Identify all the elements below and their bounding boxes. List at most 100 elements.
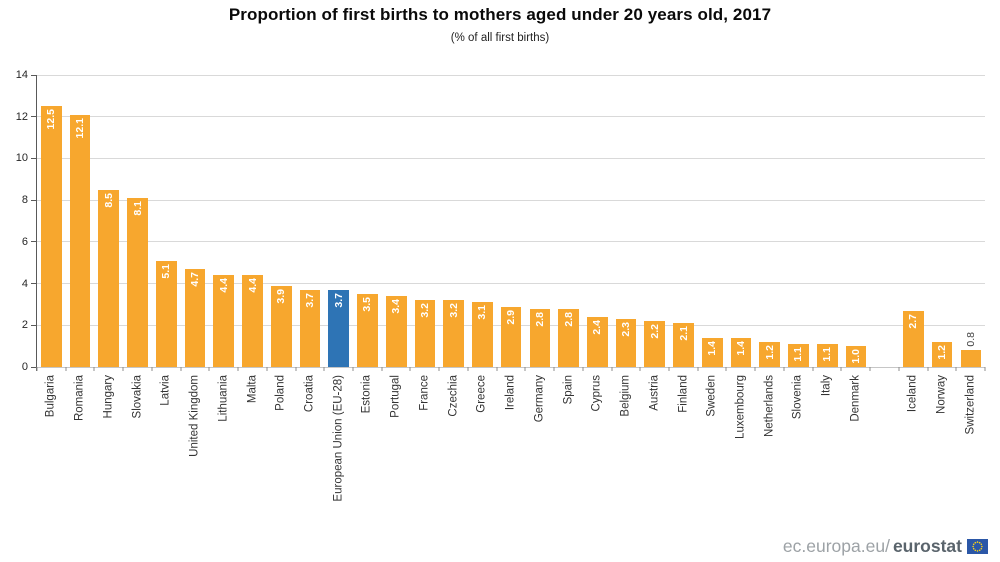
eurostat-logo-link[interactable]: ec.europa.eu/eurostat bbox=[783, 536, 988, 556]
slot-belgium: 2.3 Belgium bbox=[612, 75, 641, 417]
slot-iceland: 2.7 Iceland bbox=[899, 75, 928, 412]
bar-latvia: 5.1 bbox=[155, 260, 177, 367]
x-boundary-tick bbox=[553, 367, 555, 371]
y-tick-label-12: 12 bbox=[15, 110, 28, 123]
bar-sweden: 1.4 bbox=[701, 337, 723, 367]
category-label-bulgaria: Bulgaria bbox=[44, 375, 57, 418]
y-tick-10 bbox=[31, 157, 36, 159]
chart-title: Proportion of first births to mothers ag… bbox=[228, 5, 772, 24]
x-boundary-tick bbox=[93, 367, 95, 371]
y-tick-2 bbox=[31, 324, 36, 326]
bar-luxembourg: 1.4 bbox=[730, 337, 752, 367]
bar-iceland: 2.7 bbox=[903, 310, 924, 367]
x-axis-ticks bbox=[36, 75, 986, 371]
logo-url-prefix: ec.europa.eu/ bbox=[782, 536, 890, 556]
category-label-norway: Norway bbox=[935, 375, 948, 414]
category-label-netherlands: Netherlands bbox=[762, 375, 775, 438]
x-boundary-tick bbox=[984, 367, 986, 371]
category-label-malta: Malta bbox=[245, 375, 258, 404]
bar-ireland: 2.9 bbox=[500, 306, 522, 367]
x-boundary-tick bbox=[323, 367, 325, 371]
x-boundary-tick bbox=[840, 367, 842, 371]
slot-france: 3.2 France bbox=[411, 75, 440, 411]
gridline-14 bbox=[37, 74, 985, 76]
bar-italy: 1.1 bbox=[816, 344, 838, 367]
x-boundary-tick bbox=[783, 367, 785, 371]
category-label-spain: Spain bbox=[561, 375, 574, 405]
x-boundary-tick bbox=[438, 367, 440, 371]
x-boundary-tick bbox=[668, 367, 670, 371]
category-label-switzerland: Switzerland bbox=[964, 375, 977, 435]
bar-croatia: 3.7 bbox=[299, 289, 321, 367]
category-label-cyprus: Cyprus bbox=[590, 375, 603, 412]
category-label-united-kingdom: United Kingdom bbox=[188, 375, 201, 457]
x-boundary-tick bbox=[754, 367, 756, 371]
x-boundary-tick bbox=[295, 367, 297, 371]
y-tick-label-14: 14 bbox=[15, 69, 28, 81]
slot-malta: 4.4 Malta bbox=[238, 75, 267, 403]
slot-slovenia: 1.1 Slovenia bbox=[784, 75, 813, 419]
category-label-luxembourg: Luxembourg bbox=[734, 375, 747, 439]
category-label-finland: Finland bbox=[676, 375, 689, 413]
slot-germany: 2.8 Germany bbox=[525, 75, 554, 422]
category-label-romania: Romania bbox=[73, 375, 86, 422]
plot-area: 0 2 4 6 8 10 12 14 12.5 Bulgaria 12.1 Romania 8.5 Hu… bbox=[16, 69, 986, 502]
bar-malta: 4.4 bbox=[242, 275, 263, 367]
x-boundary-tick bbox=[496, 367, 498, 371]
slot-norway: 1.2 Norway bbox=[928, 75, 957, 414]
x-boundary-tick bbox=[524, 367, 526, 371]
x-boundary-tick bbox=[611, 367, 613, 371]
category-label-lithuania: Lithuania bbox=[217, 375, 230, 422]
x-boundary-tick bbox=[467, 367, 469, 371]
x-boundary-tick bbox=[898, 367, 900, 371]
slot-netherlands: 1.2 Netherlands bbox=[755, 75, 784, 437]
category-label-slovakia: Slovakia bbox=[130, 375, 143, 419]
slot-denmark: 1.0 Denmark bbox=[842, 75, 871, 422]
y-tick-label-6: 6 bbox=[21, 235, 28, 248]
slot-poland: 3.9 Poland bbox=[267, 75, 296, 411]
x-boundary-tick bbox=[180, 367, 182, 371]
slot-bulgaria: 12.5 Bulgaria bbox=[37, 75, 66, 417]
x-boundary-tick bbox=[65, 367, 67, 371]
slot-finland: 2.1 Finland bbox=[669, 75, 698, 413]
slot-romania: 12.1 Romania bbox=[66, 75, 95, 421]
bar-belgium: 2.3 bbox=[615, 319, 637, 367]
category-label-poland: Poland bbox=[274, 375, 287, 411]
x-boundary-tick bbox=[927, 367, 929, 371]
bar-estonia: 3.5 bbox=[357, 294, 378, 367]
slot-lithuania: 4.4 Lithuania bbox=[209, 75, 238, 422]
slot-latvia: 5.1 Latvia bbox=[152, 75, 181, 406]
x-boundary-tick bbox=[122, 367, 124, 371]
bar-poland: 3.9 bbox=[270, 285, 292, 367]
x-boundary-tick bbox=[266, 367, 268, 371]
slot-luxembourg: 1.4 Luxembourg bbox=[727, 75, 756, 439]
bar-norway: 1.2 bbox=[931, 341, 953, 367]
bar-united-kingdom: 4.7 bbox=[184, 268, 206, 367]
x-boundary-tick bbox=[151, 367, 153, 371]
y-tick-label-0: 0 bbox=[21, 361, 28, 373]
category-label-slovenia: Slovenia bbox=[791, 375, 804, 420]
eu-flag-icon bbox=[967, 538, 988, 554]
slot-portugal: 3.4 Portugal bbox=[382, 75, 411, 418]
slot-united-kingdom: 4.7 United Kingdom bbox=[181, 75, 210, 457]
bar-slovenia: 1.1 bbox=[788, 344, 809, 367]
x-boundary-tick bbox=[955, 367, 957, 371]
x-boundary-tick bbox=[36, 367, 38, 371]
gridline-8 bbox=[37, 199, 985, 201]
category-label-iceland: Iceland bbox=[906, 375, 919, 413]
category-label-ireland: Ireland bbox=[504, 375, 517, 411]
x-boundary-tick bbox=[352, 367, 354, 371]
gridline-4 bbox=[37, 283, 985, 285]
x-boundary-tick bbox=[639, 367, 641, 371]
bar-denmark: 1.0 bbox=[845, 346, 867, 367]
x-boundary-tick bbox=[582, 367, 584, 371]
category-label-austria: Austria bbox=[648, 375, 661, 411]
x-boundary-tick bbox=[725, 367, 727, 371]
x-axis-line bbox=[37, 367, 985, 368]
bar-lithuania: 4.4 bbox=[213, 275, 235, 367]
slot-croatia: 3.7 Croatia bbox=[296, 75, 325, 412]
x-boundary-tick bbox=[381, 367, 383, 371]
bar-austria: 2.2 bbox=[644, 321, 666, 367]
category-label-estonia: Estonia bbox=[360, 375, 373, 414]
x-boundary-tick bbox=[237, 367, 239, 371]
